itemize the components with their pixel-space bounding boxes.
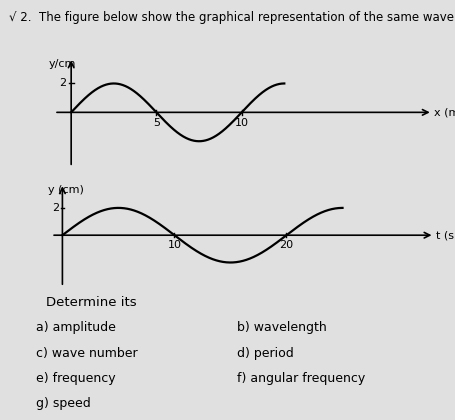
Text: √ 2.  The figure below show the graphical representation of the same wave.: √ 2. The figure below show the graphical…: [9, 10, 455, 24]
Text: Determine its: Determine its: [46, 296, 136, 309]
Text: b) wavelength: b) wavelength: [237, 321, 326, 334]
Text: 20: 20: [279, 240, 293, 250]
Text: a) amplitude: a) amplitude: [36, 321, 116, 334]
Text: f) angular frequency: f) angular frequency: [237, 372, 364, 385]
Text: c) wave number: c) wave number: [36, 346, 138, 360]
Text: y/cm: y/cm: [49, 59, 76, 69]
Text: 10: 10: [167, 240, 181, 250]
Text: y (cm): y (cm): [48, 185, 84, 195]
Text: 10: 10: [234, 118, 248, 128]
Text: x (m): x (m): [434, 108, 455, 117]
Text: d) period: d) period: [237, 346, 293, 360]
Text: e) frequency: e) frequency: [36, 372, 116, 385]
Text: g) speed: g) speed: [36, 397, 91, 410]
Text: 5: 5: [152, 118, 160, 128]
Text: 2: 2: [59, 79, 66, 89]
Text: t (s): t (s): [435, 230, 455, 240]
Text: 2: 2: [52, 203, 59, 213]
